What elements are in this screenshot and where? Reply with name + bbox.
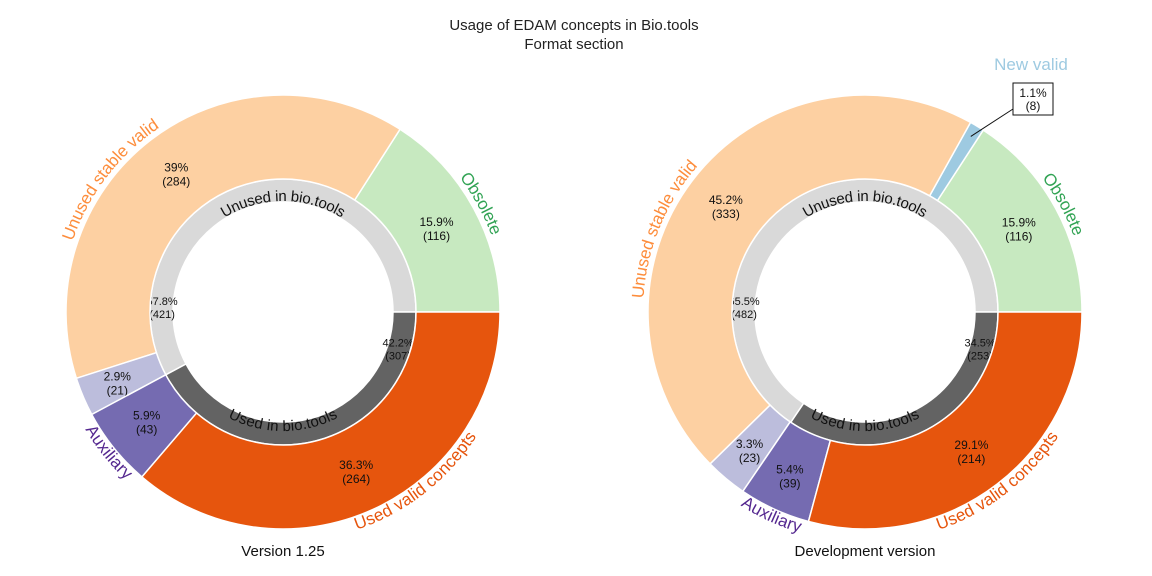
outer-pct-label: 5.9% — [133, 409, 161, 423]
donut-chart-development-version: 65.5%(482)Unused in bio.tools34.5%(253)U… — [629, 55, 1088, 560]
inner-pct-label: 57.8% — [146, 296, 177, 308]
outer-count-label: (333) — [712, 207, 740, 221]
donut-subtitle: Development version — [795, 543, 936, 560]
outer-count-label: (264) — [342, 472, 370, 486]
outer-pct-label: 29.1% — [954, 438, 988, 452]
outer-count-label: (214) — [957, 452, 985, 466]
outer-count-label: (116) — [423, 229, 450, 243]
outer-count-label: (284) — [162, 174, 190, 188]
callout-pct-label: 1.1% — [1019, 86, 1047, 100]
donut-center-hole — [193, 222, 373, 402]
inner-pct-label: 42.2% — [382, 337, 413, 349]
chart-title-line-1: Usage of EDAM concepts in Bio.tools — [449, 17, 698, 34]
outer-count-label: (116) — [1005, 230, 1032, 244]
inner-count-label: (307) — [385, 350, 411, 362]
donut-subtitle: Version 1.25 — [241, 543, 324, 560]
outer-slice-unused-stable-valid — [647, 94, 972, 466]
outer-slice-used-valid-concepts — [807, 311, 1083, 530]
outer-count-label: (43) — [136, 423, 157, 437]
outer-pct-label: 39% — [164, 160, 188, 174]
callout-box — [1012, 82, 1054, 116]
outer-pct-label: 45.2% — [709, 193, 743, 207]
inner-count-label: (253) — [967, 350, 993, 362]
callout-count-label: (8) — [1026, 99, 1041, 113]
outer-count-label: (21) — [107, 383, 128, 397]
outer-count-label: (23) — [739, 451, 760, 465]
inner-pct-label: 34.5% — [964, 337, 995, 349]
outer-slice-unused-stable-valid — [65, 94, 402, 380]
donut-center-hole — [775, 222, 955, 402]
outer-pct-label: 2.9% — [104, 369, 132, 383]
inner-count-label: (421) — [149, 309, 175, 321]
donut-chart-version-1-25: 57.8%(421)Unused in bio.tools42.2%(307)U… — [59, 94, 505, 560]
outer-pct-label: 36.3% — [339, 458, 373, 472]
inner-pct-label: 65.5% — [728, 296, 759, 308]
outer-pct-label: 15.9% — [1002, 216, 1036, 230]
chart-title-line-2: Format section — [524, 36, 623, 53]
outer-pct-label: 3.3% — [736, 437, 764, 451]
outer-pct-label: 5.4% — [776, 463, 804, 477]
outer-slice-used-valid-concepts — [140, 311, 501, 530]
outer-label-new-valid: New valid — [994, 55, 1068, 74]
outer-pct-label: 15.9% — [420, 215, 454, 229]
callout-leader-line — [970, 108, 1014, 137]
inner-count-label: (482) — [731, 309, 757, 321]
outer-count-label: (39) — [779, 477, 800, 491]
